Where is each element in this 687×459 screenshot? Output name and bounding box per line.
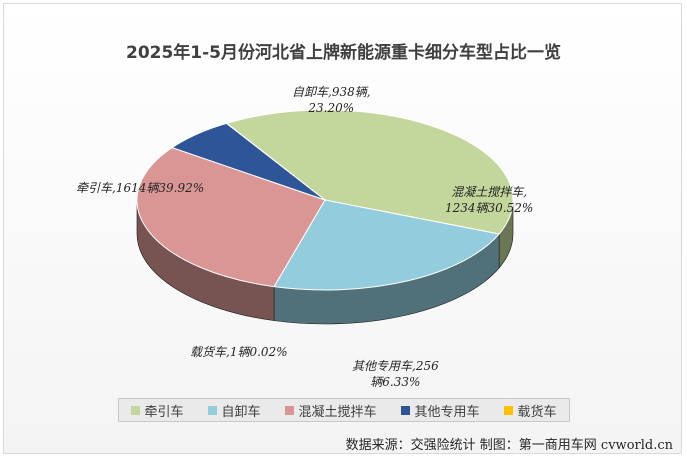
legend-item-mixer: 混凝土搅拌车 xyxy=(285,401,377,420)
legend-label: 牵引车 xyxy=(144,404,184,420)
legend-label: 混凝土搅拌车 xyxy=(298,404,377,420)
pie-slice-1 xyxy=(273,199,500,291)
legend: 牵引车 自卸车 混凝土搅拌车 其他专用车 载货车 xyxy=(118,398,570,422)
legend-label: 自卸车 xyxy=(221,404,261,420)
legend-item-cargo: 载货车 xyxy=(504,401,557,420)
pie-slice-4 xyxy=(225,122,326,201)
legend-swatch-mixer xyxy=(285,405,295,415)
chart-title: 2025年1-5月份河北省上牌新能源重卡细分车型占比一览 xyxy=(125,43,562,63)
label-mixer: 混凝土搅拌车, 1234辆30.52% xyxy=(445,185,534,215)
label-special: 其他专用车,256 辆6.33% xyxy=(352,359,439,389)
pie-tops xyxy=(136,109,514,291)
label-cargo: 载货车,1辆0.02% xyxy=(190,345,288,359)
pie-slice-0 xyxy=(225,109,514,235)
legend-label: 其他专用车 xyxy=(414,404,480,420)
source-note: 数据来源：交强险统计 制图：第一商用车网 cvworld.cn xyxy=(345,438,673,453)
legend-label: 载货车 xyxy=(517,404,557,420)
legend-swatch-cargo xyxy=(504,405,514,415)
legend-swatch-special xyxy=(401,405,411,415)
legend-swatch-tractor xyxy=(131,405,141,415)
pie-slice-2 xyxy=(136,147,326,288)
label-tractor: 牵引车,1614辆39.92% xyxy=(76,181,205,195)
legend-item-tractor: 牵引车 xyxy=(131,401,184,420)
legend-swatch-dump-truck xyxy=(208,405,218,415)
legend-item-special: 其他专用车 xyxy=(401,401,480,420)
label-dump-truck: 自卸车,938辆, 23.20% xyxy=(292,85,371,115)
legend-item-dump-truck: 自卸车 xyxy=(208,401,261,420)
